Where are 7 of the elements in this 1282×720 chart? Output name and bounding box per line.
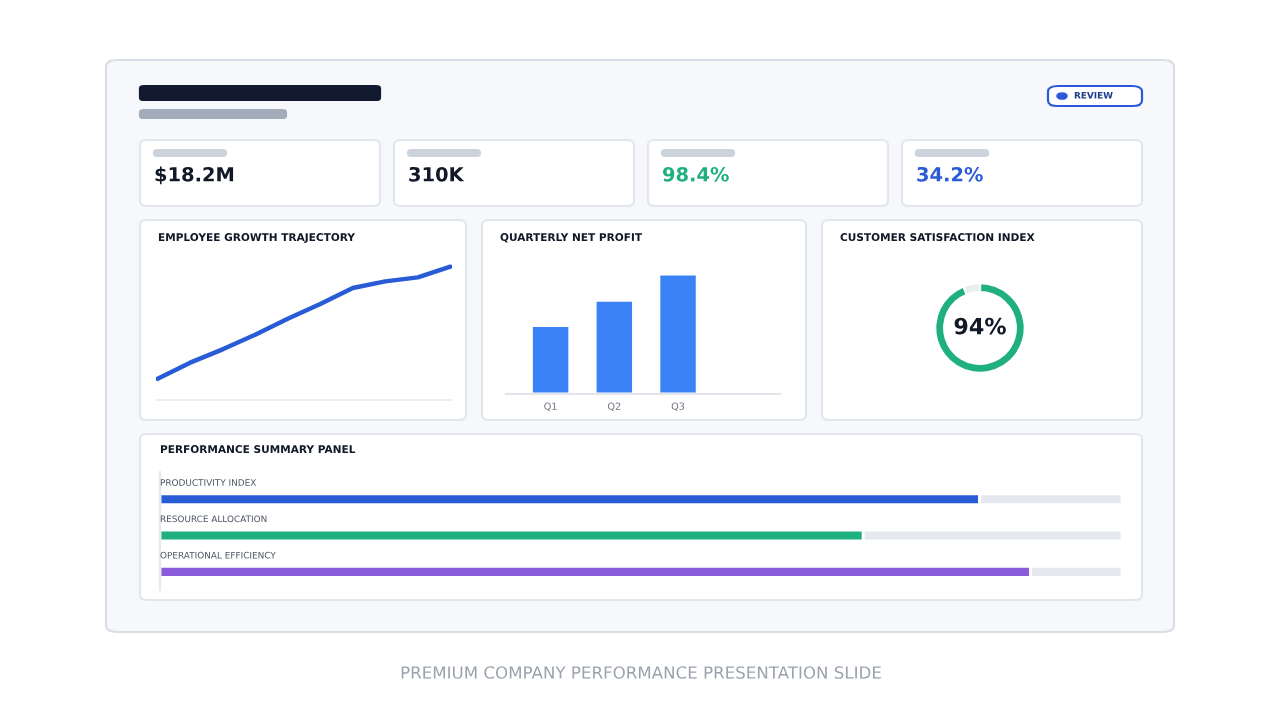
text: 310K [409,166,465,182]
text: PREMIUM COMPANY PERFORMANCE PRESENTATION SLIDE [401,666,881,679]
text: 98.4% [663,166,729,182]
data-label: 94% [954,317,1006,335]
text: $18.2M [155,166,234,185]
donut-slice [934,282,1026,374]
text: 34.2% [917,166,983,182]
